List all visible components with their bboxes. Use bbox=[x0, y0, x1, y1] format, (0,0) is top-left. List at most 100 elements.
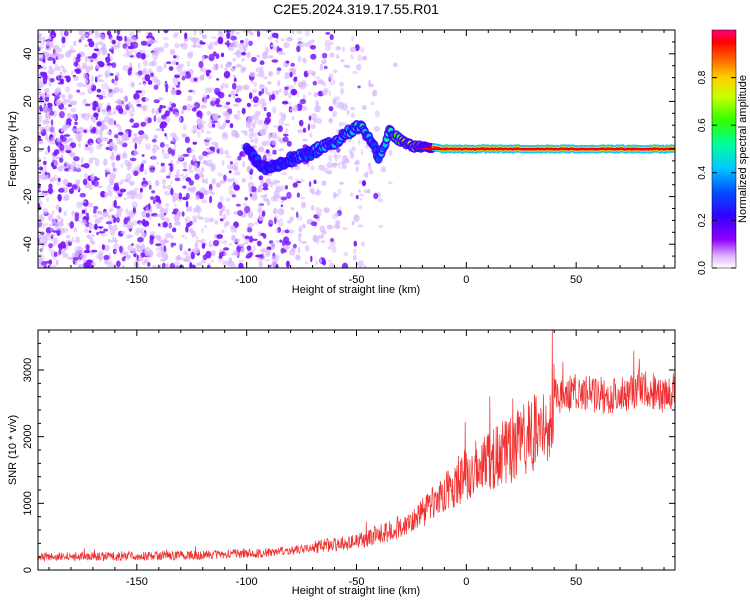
noise-speck bbox=[216, 78, 220, 81]
noise-speck bbox=[267, 55, 274, 59]
noise-speck bbox=[332, 213, 338, 220]
noise-speck bbox=[233, 52, 240, 55]
noise-speck bbox=[87, 112, 91, 117]
noise-speck bbox=[125, 254, 132, 259]
noise-speck bbox=[188, 179, 194, 186]
noise-speck bbox=[44, 132, 49, 141]
noise-speck bbox=[378, 224, 384, 229]
noise-speck bbox=[196, 44, 202, 49]
noise-speck bbox=[159, 142, 165, 148]
noise-speck bbox=[155, 179, 160, 187]
noise-speck bbox=[217, 36, 224, 45]
noise-speck bbox=[276, 67, 282, 72]
noise-speck bbox=[172, 60, 177, 66]
noise-speck bbox=[209, 146, 215, 151]
noise-speck bbox=[309, 132, 313, 138]
noise-speck bbox=[242, 242, 248, 246]
noise-speck bbox=[144, 247, 151, 255]
noise-speck bbox=[165, 61, 172, 65]
noise-speck bbox=[296, 180, 302, 184]
noise-speck bbox=[103, 95, 107, 99]
noise-speck bbox=[218, 255, 223, 260]
noise-speck bbox=[66, 113, 73, 118]
colorbar-gradient bbox=[712, 30, 736, 268]
noise-speck bbox=[65, 150, 72, 154]
noise-speck bbox=[215, 104, 223, 108]
noise-speck bbox=[232, 82, 237, 90]
noise-speck bbox=[358, 180, 363, 184]
noise-speck bbox=[176, 85, 180, 88]
noise-speck bbox=[326, 170, 333, 175]
noise-speck bbox=[339, 181, 344, 185]
spectrogram-signal bbox=[242, 120, 675, 176]
noise-speck bbox=[208, 53, 215, 62]
noise-speck bbox=[152, 146, 157, 154]
noise-speck bbox=[212, 51, 217, 57]
noise-speck bbox=[74, 212, 80, 217]
noise-speck bbox=[284, 185, 288, 190]
spectrogram-xlabel: Height of straight line (km) bbox=[292, 284, 420, 296]
noise-speck bbox=[235, 203, 241, 207]
noise-speck bbox=[284, 240, 291, 246]
noise-speck bbox=[250, 139, 254, 143]
noise-speck bbox=[220, 52, 225, 58]
noise-speck bbox=[157, 235, 161, 242]
noise-speck bbox=[201, 178, 206, 184]
noise-speck bbox=[248, 252, 254, 256]
noise-speck bbox=[192, 217, 197, 223]
noise-speck bbox=[254, 110, 261, 116]
noise-speck bbox=[90, 82, 95, 86]
noise-speck bbox=[49, 223, 54, 227]
noise-speck bbox=[257, 231, 261, 237]
noise-speck bbox=[140, 40, 148, 46]
noise-speck bbox=[187, 248, 191, 252]
noise-speck bbox=[38, 66, 43, 69]
colorbar-tick-label: 0.4 bbox=[697, 165, 708, 179]
noise-speck bbox=[275, 33, 279, 39]
noise-speck bbox=[64, 99, 71, 103]
noise-speck bbox=[240, 247, 245, 253]
noise-speck bbox=[111, 215, 116, 219]
noise-speck bbox=[247, 211, 254, 219]
noise-speck bbox=[147, 262, 151, 267]
noise-speck bbox=[42, 174, 48, 181]
noise-speck bbox=[162, 184, 166, 189]
noise-speck bbox=[93, 48, 100, 52]
colorbar-tick-label: 0.2 bbox=[697, 213, 708, 227]
noise-speck bbox=[198, 60, 204, 69]
noise-speck bbox=[107, 92, 114, 98]
noise-speck bbox=[257, 207, 262, 214]
noise-speck bbox=[257, 99, 262, 106]
noise-speck bbox=[281, 100, 289, 105]
noise-speck bbox=[297, 246, 301, 254]
noise-speck bbox=[107, 118, 115, 126]
noise-speck bbox=[304, 245, 310, 252]
noise-speck bbox=[336, 147, 341, 153]
noise-speck bbox=[121, 256, 126, 262]
noise-speck bbox=[279, 239, 283, 243]
noise-speck bbox=[241, 233, 245, 238]
noise-speck bbox=[348, 148, 353, 155]
noise-speck bbox=[94, 30, 99, 36]
noise-speck bbox=[185, 173, 189, 179]
noise-speck bbox=[248, 127, 255, 133]
noise-speck bbox=[44, 74, 48, 81]
noise-speck bbox=[341, 262, 349, 268]
noise-speck bbox=[98, 231, 106, 234]
noise-speck bbox=[223, 70, 231, 79]
noise-speck bbox=[264, 259, 271, 262]
noise-speck bbox=[96, 76, 100, 80]
noise-speck bbox=[332, 110, 338, 117]
noise-speck bbox=[293, 104, 299, 112]
noise-speck bbox=[250, 80, 255, 84]
noise-speck bbox=[168, 223, 173, 228]
noise-speck bbox=[136, 103, 142, 107]
noise-speck bbox=[275, 180, 281, 183]
noise-speck bbox=[158, 46, 165, 53]
noise-speck bbox=[88, 40, 95, 48]
noise-speck bbox=[170, 181, 173, 185]
noise-speck bbox=[53, 251, 58, 257]
noise-speck bbox=[113, 201, 117, 208]
noise-speck bbox=[193, 156, 197, 162]
noise-speck bbox=[59, 143, 65, 152]
